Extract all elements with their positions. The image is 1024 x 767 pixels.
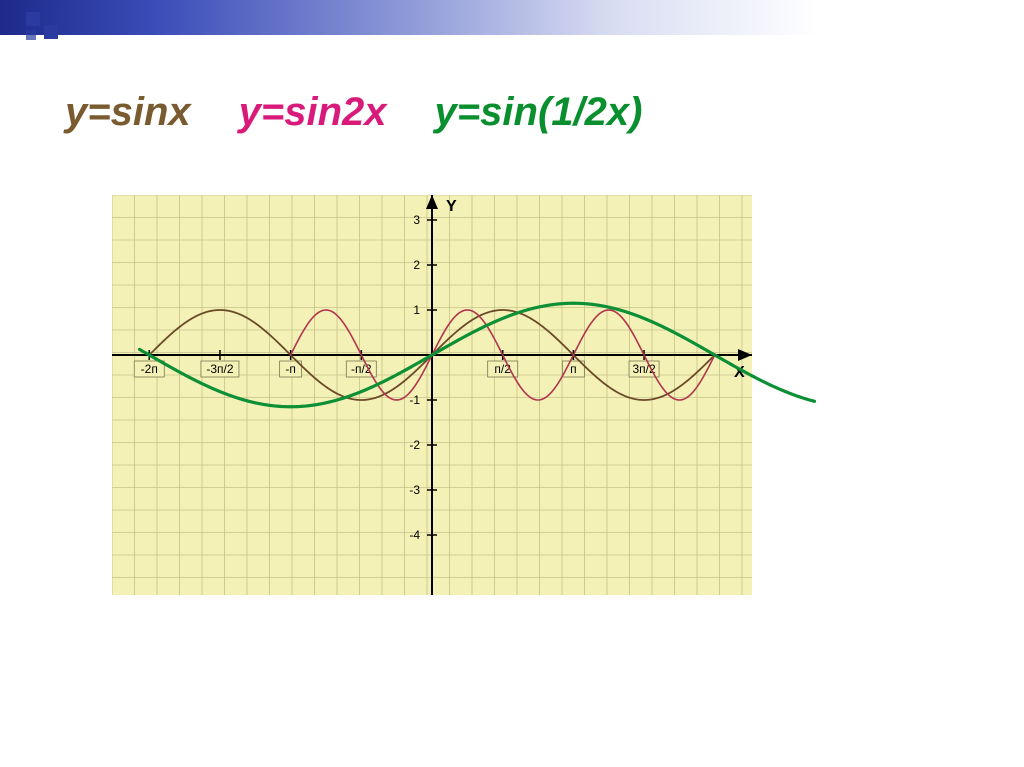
- y-tick-label: -1: [409, 393, 420, 407]
- y-tick-label: 3: [413, 213, 420, 227]
- x-tick-label: 3п/2: [632, 362, 656, 376]
- y-axis-label: Y: [446, 198, 457, 215]
- x-tick-label: п: [570, 362, 577, 376]
- y-tick-label: -4: [409, 528, 420, 542]
- legend-item-sinx: y=sinx: [65, 90, 191, 135]
- y-tick-label: -2: [409, 438, 420, 452]
- decor-square: [26, 12, 40, 26]
- y-tick-label: -3: [409, 483, 420, 497]
- decor-square: [26, 30, 36, 40]
- y-tick-label: 1: [413, 303, 420, 317]
- x-tick-label-box: -3п/2: [201, 361, 239, 377]
- x-tick-label: -п: [285, 362, 296, 376]
- y-tick-label: 2: [413, 258, 420, 272]
- decor-square: [44, 25, 58, 39]
- legend-item-sinhalfx: y=sin(1/2x): [435, 90, 643, 135]
- legend-item-sin2x: y=sin2x: [239, 90, 387, 135]
- decor-square: [58, 8, 68, 18]
- legend-title-row: y=sinx y=sin2x y=sin(1/2x): [0, 90, 1024, 135]
- x-tick-label-box: -2п: [134, 361, 164, 377]
- x-tick-label: -3п/2: [206, 362, 234, 376]
- x-tick-label: п/2: [494, 362, 511, 376]
- chart-container: YX321-1-2-3-4-2п-3п/2-п-п/2п/2п3п/2: [0, 195, 1024, 595]
- x-tick-label: -2п: [141, 362, 158, 376]
- sine-chart: YX321-1-2-3-4-2п-3п/2-п-п/2п/2п3п/2: [112, 195, 912, 595]
- slide-top-bar: [0, 0, 1024, 35]
